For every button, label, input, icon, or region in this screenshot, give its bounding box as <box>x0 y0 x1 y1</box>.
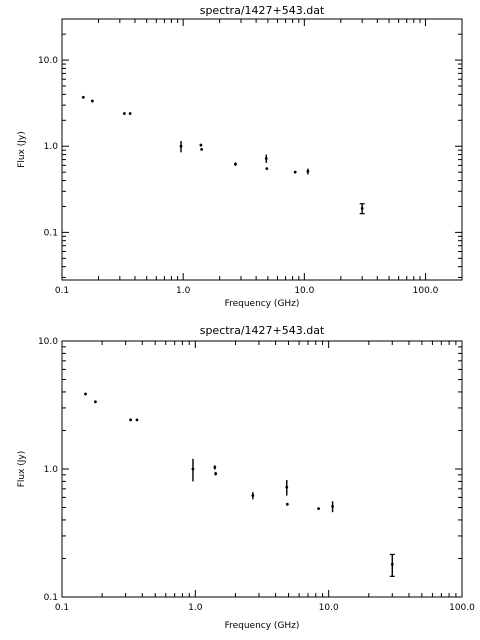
data-point <box>285 502 289 506</box>
plot-frame <box>61 18 463 281</box>
x-tick-label: 0.1 <box>55 603 69 613</box>
data-point <box>251 494 255 497</box>
data-point <box>317 507 320 511</box>
data-point <box>293 170 297 174</box>
data-point <box>191 467 195 471</box>
y-axis-label: Flux (Jy) <box>17 451 27 488</box>
y-tick-label: 0.1 <box>44 228 58 238</box>
data-point <box>331 505 334 508</box>
y-tick-label: 0.1 <box>44 593 58 603</box>
data-point <box>90 99 94 103</box>
chart-title: spectra/1427+543.dat <box>200 4 325 17</box>
data-point <box>128 112 132 115</box>
x-tick-label: 1.0 <box>176 286 191 296</box>
x-tick-label: 10.0 <box>294 286 314 296</box>
y-axis-label: Flux (Jy) <box>17 131 27 168</box>
data-point <box>179 144 183 148</box>
data-point <box>200 147 204 151</box>
data-point <box>213 465 217 469</box>
data-point <box>81 95 85 99</box>
data-point <box>285 485 289 489</box>
data-point <box>214 472 218 476</box>
data-point <box>93 400 97 404</box>
data-point <box>234 162 237 166</box>
data-point <box>306 170 310 173</box>
chart-title: spectra/1427+543.dat <box>200 324 325 337</box>
x-tick-label: 100.0 <box>449 603 475 613</box>
y-tick-label: 10.0 <box>38 56 58 66</box>
chart-1: spectra/1427+543.dat Frequency (GHz) Flux … <box>17 4 463 309</box>
x-tick-label: 10.0 <box>319 603 339 613</box>
data-point <box>199 143 203 147</box>
plot-frame <box>61 340 463 598</box>
y-tick-label: 1.0 <box>44 465 59 475</box>
x-axis-label: Frequency (GHz) <box>225 299 300 309</box>
x-tick-label: 1.0 <box>188 603 203 613</box>
data-point <box>264 157 268 160</box>
x-axis-label: Frequency (GHz) <box>225 621 300 631</box>
data-point <box>84 392 87 396</box>
data-point <box>390 562 394 566</box>
data-point <box>360 206 364 210</box>
y-tick-label: 1.0 <box>44 142 59 152</box>
x-tick-label: 0.1 <box>55 286 69 296</box>
x-tick-label: 100.0 <box>413 286 439 296</box>
data-point <box>129 418 133 422</box>
chart-2: spectra/1427+543.dat Frequency (GHz) Flux … <box>17 324 475 631</box>
y-tick-label: 10.0 <box>38 337 58 347</box>
data-point <box>122 112 126 115</box>
data-point <box>135 418 139 422</box>
data-point <box>265 167 269 171</box>
